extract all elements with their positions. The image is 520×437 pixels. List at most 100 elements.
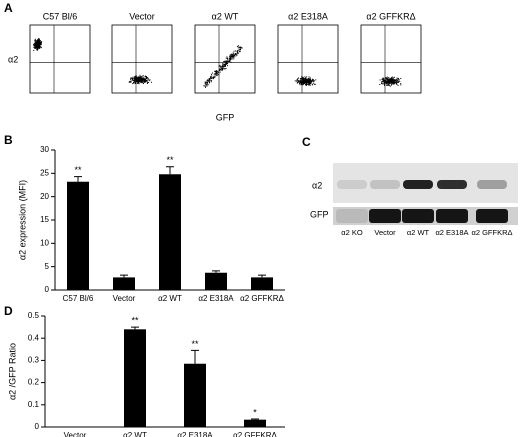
- flow-dot: [138, 76, 140, 78]
- flow-dot: [298, 77, 300, 79]
- flow-dot: [393, 81, 395, 83]
- flow-dot: [134, 80, 136, 82]
- flow-dot: [227, 65, 229, 67]
- flow-dot: [144, 78, 146, 80]
- flow-dot: [304, 82, 306, 84]
- flow-dot: [130, 81, 132, 83]
- flow-dot: [144, 81, 146, 83]
- significance-label: **: [131, 315, 139, 325]
- flow-dot: [302, 79, 304, 81]
- flow-dot: [34, 47, 36, 49]
- flow-dot: [223, 65, 225, 67]
- flow-dot: [136, 78, 138, 80]
- flow-dot: [305, 84, 307, 86]
- flow-dot: [140, 77, 142, 79]
- flow-dot: [305, 81, 307, 83]
- x-tick-label: α2 GFFKRΔ: [233, 431, 277, 437]
- flow-dot: [393, 79, 395, 81]
- flow-dot: [393, 76, 395, 78]
- flow-dot: [226, 60, 228, 62]
- flow-dot: [390, 84, 392, 86]
- flow-dot: [310, 80, 312, 82]
- flow-dot: [224, 65, 226, 67]
- y-tick-label: 0.5: [28, 311, 40, 320]
- flow-dot: [142, 78, 144, 80]
- flow-dot: [207, 80, 209, 82]
- y-tick-label: 0.3: [28, 356, 40, 365]
- flow-dot: [221, 67, 223, 69]
- flow-dot: [140, 78, 142, 80]
- flow-dot: [37, 44, 39, 46]
- flow-dot: [213, 74, 215, 76]
- flow-dot: [139, 79, 141, 81]
- x-tick-label: α2 E318A: [177, 431, 213, 437]
- flow-dot: [134, 78, 136, 80]
- flow-dot: [235, 55, 237, 57]
- flow-dot: [234, 53, 236, 55]
- flow-dot: [145, 76, 147, 78]
- flow-dot: [211, 75, 213, 77]
- flow-dot: [222, 65, 224, 67]
- flow-dot: [300, 80, 302, 82]
- y-tick-label: 5: [45, 262, 50, 271]
- flow-dot: [391, 83, 393, 85]
- flow-dot: [383, 80, 385, 82]
- flow-dot: [226, 62, 228, 64]
- flow-dot: [220, 66, 222, 68]
- flow-dot: [219, 71, 221, 73]
- flow-dot: [215, 72, 217, 74]
- flow-dot: [388, 81, 390, 83]
- flow-dot: [237, 45, 239, 47]
- flow-dot: [396, 79, 398, 81]
- flow-dot: [229, 54, 231, 56]
- flow-dot: [384, 79, 386, 81]
- flow-dot: [139, 79, 141, 81]
- flow-dot: [135, 82, 137, 84]
- flow-dot: [384, 80, 386, 82]
- flow-dot: [137, 78, 139, 80]
- flow-dot: [35, 47, 37, 49]
- flow-dot: [389, 80, 391, 82]
- flow-dot: [143, 78, 145, 80]
- flow-dot: [134, 77, 136, 79]
- flow-dot: [312, 78, 314, 80]
- flow-dot: [312, 80, 314, 82]
- flow-dot: [224, 65, 226, 67]
- flow-dot: [237, 52, 239, 54]
- flow-dot: [35, 44, 37, 46]
- flow-dot: [392, 81, 394, 83]
- flow-dot: [309, 79, 311, 81]
- blot-band: [337, 180, 367, 189]
- flow-dot: [400, 84, 402, 86]
- flow-dot: [387, 84, 389, 86]
- flow-dot: [213, 78, 215, 80]
- flow-dot: [309, 80, 311, 82]
- flow-dot: [209, 78, 211, 80]
- flow-dot: [301, 78, 303, 80]
- flow-dot: [140, 78, 142, 80]
- flow-dot: [204, 86, 206, 88]
- flow-dot: [386, 82, 388, 84]
- flow-dot: [391, 81, 393, 83]
- flow-dot: [143, 79, 145, 81]
- flow-dot: [39, 40, 41, 42]
- flow-dot: [40, 47, 42, 49]
- flow-dot: [299, 81, 301, 83]
- flow-dot: [393, 77, 395, 79]
- flow-dot: [224, 61, 226, 63]
- flow-dot: [394, 79, 396, 81]
- flow-dot: [138, 81, 140, 83]
- flow-dot: [215, 73, 217, 75]
- flow-dot: [236, 50, 238, 52]
- flow-dot: [397, 79, 399, 81]
- significance-label: *: [253, 407, 257, 417]
- flow-dot: [206, 85, 208, 87]
- flow-dot: [141, 82, 143, 84]
- flow-dot: [237, 52, 239, 54]
- flow-dot: [216, 71, 218, 73]
- flow-dot: [400, 77, 402, 79]
- flow-dot: [312, 84, 314, 86]
- flow-dot: [391, 76, 393, 78]
- flow-dot: [386, 84, 388, 86]
- flow-dot: [224, 65, 226, 67]
